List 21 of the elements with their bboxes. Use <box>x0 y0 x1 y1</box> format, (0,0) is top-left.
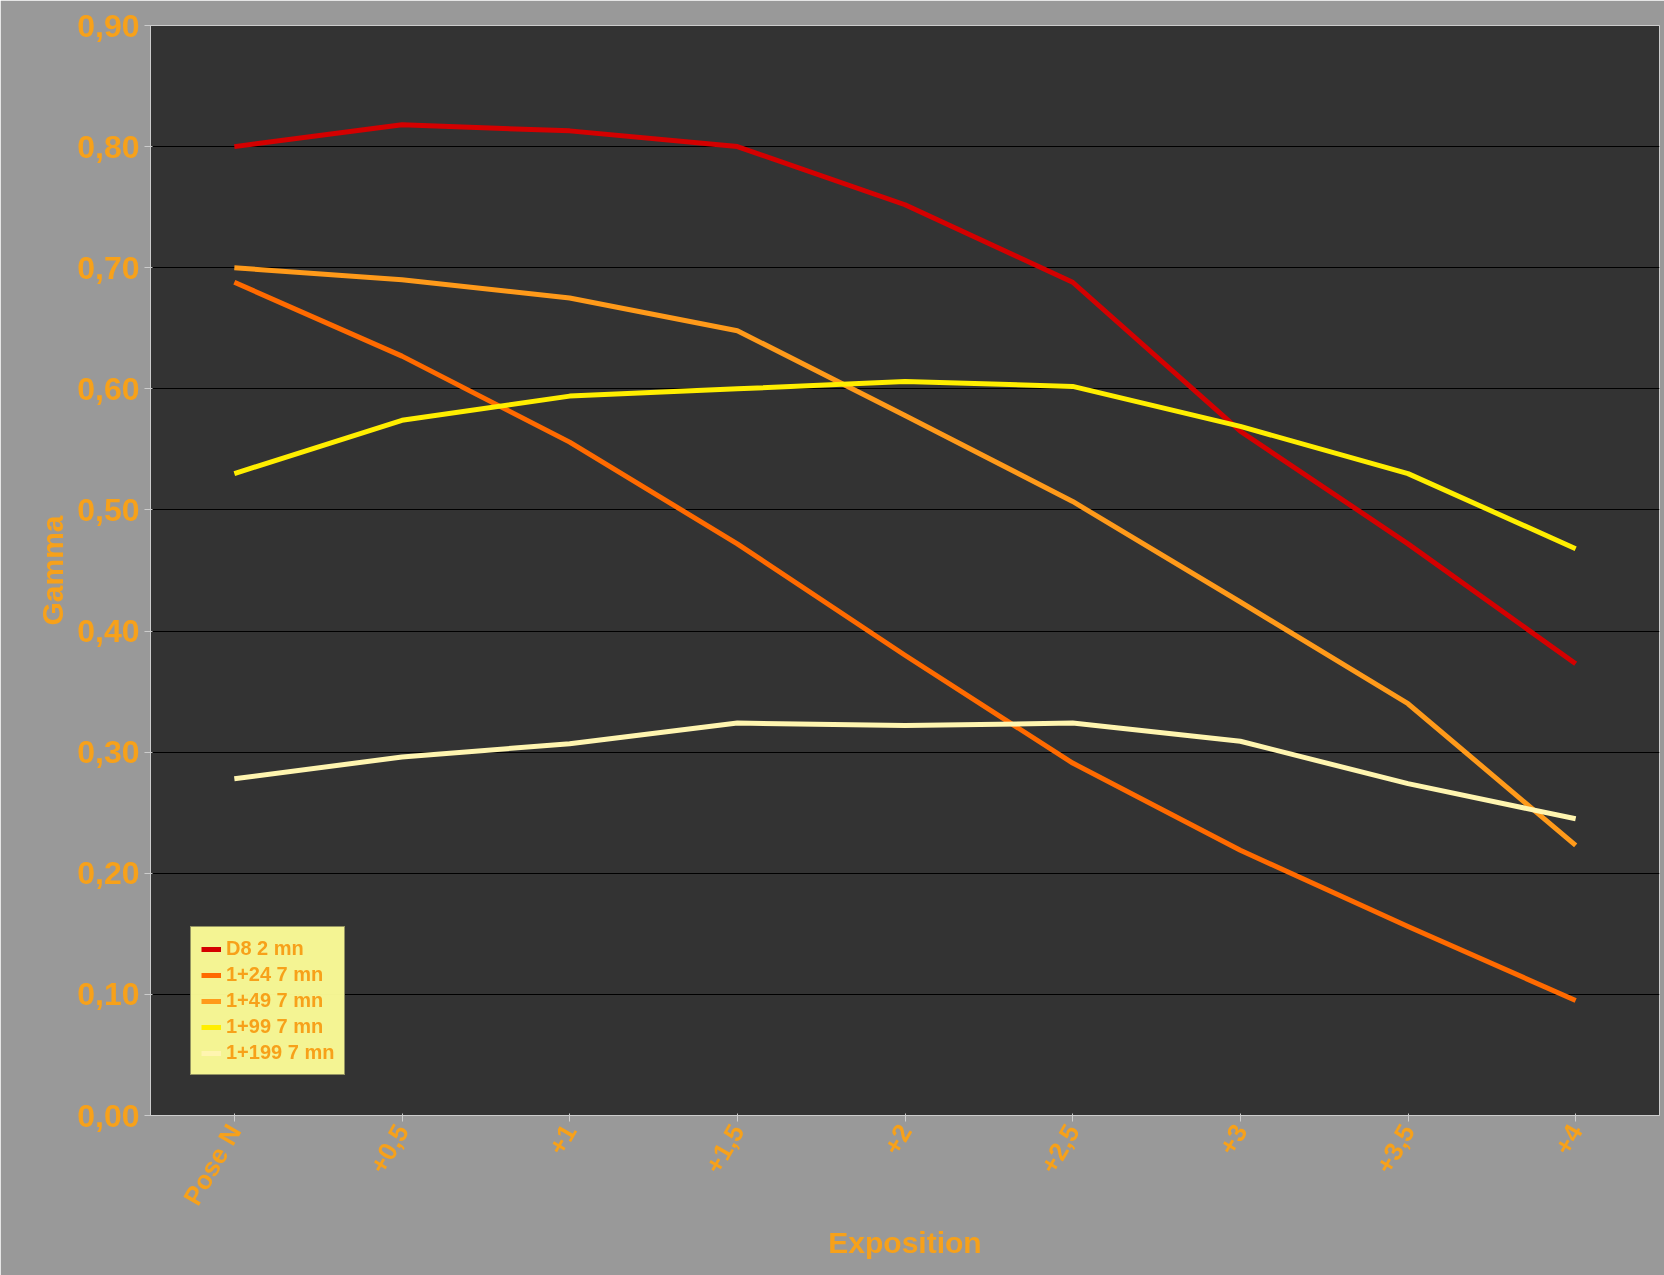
y-axis-title: Gamma <box>36 515 70 626</box>
y-tick-label: 0,70 <box>77 249 140 286</box>
y-tick-label: 0,30 <box>77 734 140 771</box>
x-tick-label: +2 <box>877 1118 918 1160</box>
y-tick-label: 0,50 <box>77 491 140 528</box>
y-tick-label: 0,10 <box>77 976 140 1013</box>
legend-label: 1+199 7 mn <box>226 1041 335 1064</box>
y-tick-label: 0,20 <box>77 855 140 892</box>
legend-label: 1+24 7 mn <box>226 963 324 986</box>
y-tick-label: 0,00 <box>77 1097 140 1134</box>
legend-label: 1+99 7 mn <box>226 1015 324 1038</box>
legend-label: 1+49 7 mn <box>226 989 324 1012</box>
x-axis-title: Exposition <box>828 1225 982 1259</box>
y-tick-label: 0,90 <box>77 7 140 44</box>
x-tick-label: +4 <box>1547 1118 1589 1160</box>
y-tick-label: 0,40 <box>77 613 140 650</box>
legend-label: D8 2 mn <box>226 937 304 960</box>
x-tick-label: +1 <box>541 1118 583 1160</box>
y-tick-label: 0,60 <box>77 370 140 407</box>
x-tick-label: +3 <box>1212 1118 1254 1160</box>
y-tick-label: 0,80 <box>77 128 140 165</box>
